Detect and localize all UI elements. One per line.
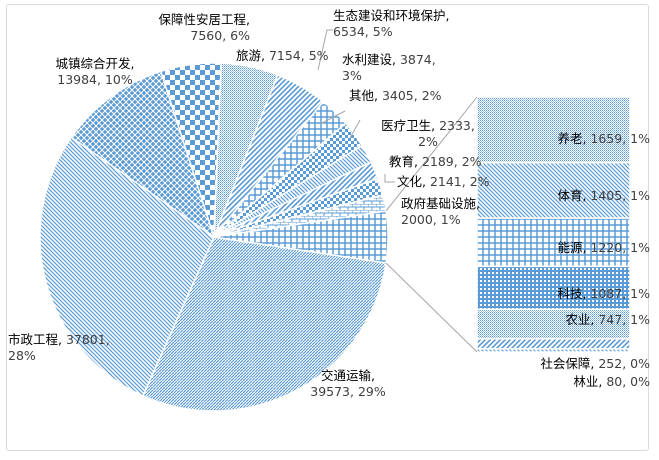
pie-slice — [39, 136, 215, 397]
data-label-value: 37801, 28% — [8, 332, 110, 363]
bar-segment — [476, 96, 631, 164]
data-label-name: 科技, — [557, 286, 591, 301]
bar-segment — [476, 265, 631, 311]
bar-segment — [476, 217, 631, 268]
data-label: 城镇综合开发, 13984, 10% — [45, 56, 145, 88]
data-label-name: 体育, — [557, 188, 591, 203]
data-label-value: 39573, 29% — [310, 384, 386, 399]
data-label-name: 养老, — [557, 131, 591, 146]
leader-line — [384, 174, 395, 183]
data-label: 社会保障, 252, 0% — [500, 356, 650, 372]
data-label-value: 3405, 2% — [381, 88, 442, 103]
data-label-value: 2189, 2% — [421, 154, 482, 169]
data-label-name: 林业, — [573, 374, 607, 389]
data-label-value: 1087, 1% — [590, 286, 650, 301]
data-label: 教育, 2189, 2% — [389, 154, 499, 170]
data-label-name: 生态建设和环境保护, — [333, 8, 450, 23]
pie-slice — [70, 70, 216, 239]
data-label-value: 1220, 1% — [590, 240, 650, 255]
data-label-name: 文化, — [397, 174, 430, 189]
leader-line — [385, 262, 478, 353]
data-label-value: 6534, 5% — [333, 24, 393, 39]
data-label-value: 3874, 3% — [342, 52, 436, 83]
data-label: 市政工程, 37801, 28% — [8, 332, 128, 364]
data-label-value: 80, 0% — [606, 374, 650, 389]
data-label: 政府基础设施, 2000, 1% — [401, 196, 501, 228]
data-label: 水利建设, 3874, 3% — [342, 52, 450, 84]
pie-slice — [141, 236, 387, 412]
bar-segment — [476, 161, 631, 219]
data-label: 能源, 1220, 1% — [500, 240, 650, 256]
data-label-value: 2141, 2% — [429, 174, 490, 189]
data-label-name: 旅游, — [236, 48, 269, 63]
data-label-value: 2000, 1% — [401, 212, 461, 227]
data-label-name: 保障性安居工程, — [158, 12, 250, 27]
bar-segment — [476, 338, 631, 350]
data-label: 生态建设和环境保护, 6534, 5% — [333, 8, 455, 40]
data-label-value: 1659, 1% — [590, 131, 650, 146]
data-label-name: 政府基础设施, — [401, 196, 480, 211]
leader-line — [349, 119, 361, 139]
data-label: 科技, 1087, 1% — [500, 286, 650, 302]
data-label-value: 7560, 6% — [190, 28, 250, 43]
data-label-value: 13984, 10% — [57, 72, 133, 87]
leader-line — [385, 96, 478, 212]
data-label: 旅游, 7154, 5% — [236, 48, 336, 64]
data-label-value: 1405, 1% — [590, 188, 650, 203]
data-label: 体育, 1405, 1% — [500, 188, 650, 204]
data-label: 交通运输, 39573, 29% — [298, 368, 398, 400]
data-label: 养老, 1659, 1% — [500, 131, 650, 147]
data-label-name: 水利建设, — [342, 52, 400, 67]
leader-line — [319, 110, 346, 125]
leader-line — [317, 29, 333, 71]
data-label-value: 2333, 2% — [418, 118, 475, 149]
data-label-value: 252, 0% — [598, 356, 650, 371]
data-label-name: 交通运输, — [321, 368, 375, 383]
data-label-name: 市政工程, — [8, 332, 66, 347]
data-label: 林业, 80, 0% — [500, 374, 650, 390]
data-label-value: 7154, 5% — [268, 48, 329, 63]
data-label-name: 农业, — [565, 312, 599, 327]
data-label: 文化, 2141, 2% — [397, 174, 507, 190]
data-label: 保障性安居工程, 7560, 6% — [140, 12, 250, 44]
data-label-name: 能源, — [557, 240, 591, 255]
bar-segment — [476, 348, 631, 353]
data-label-name: 社会保障, — [540, 356, 599, 371]
data-label: 农业, 747, 1% — [500, 312, 650, 328]
pie-slice-other-group — [213, 210, 389, 264]
data-label: 医疗卫生, 2333, 2% — [378, 118, 478, 150]
data-label-name: 其他, — [349, 88, 382, 103]
data-label-name: 医疗卫生, — [381, 118, 440, 133]
data-label-name: 城镇综合开发, — [55, 56, 135, 71]
data-label: 其他, 3405, 2% — [349, 88, 449, 104]
chart-frame — [6, 4, 649, 451]
data-label-value: 747, 1% — [598, 312, 650, 327]
data-label-name: 教育, — [389, 154, 422, 169]
